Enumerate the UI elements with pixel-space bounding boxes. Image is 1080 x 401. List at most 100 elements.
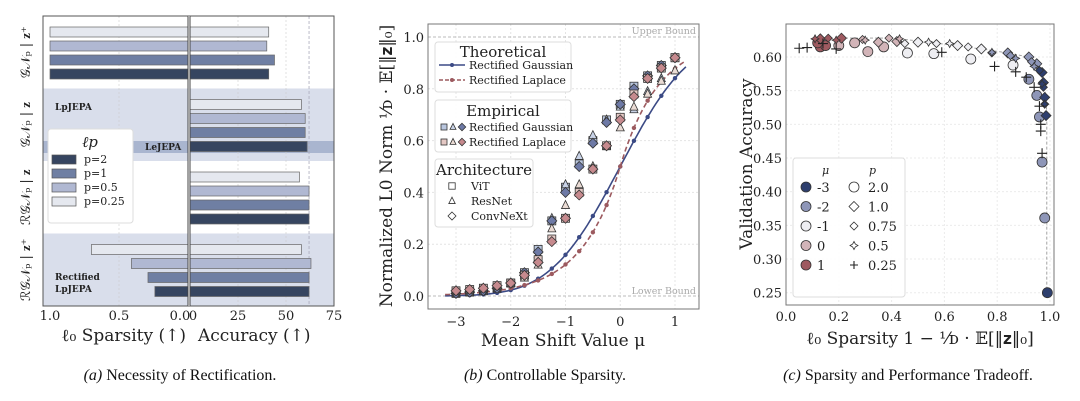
scatter-point bbox=[1010, 66, 1021, 77]
empirical-point bbox=[559, 186, 572, 198]
x-axis-label: Mean Shift Value μ bbox=[481, 331, 645, 351]
legend-label-p: 0.5 bbox=[868, 240, 889, 255]
y-tick-label: 0.55 bbox=[753, 85, 782, 100]
x-tick-label: 0.0 bbox=[170, 309, 191, 324]
annotation-lejepa: LeJEPA bbox=[145, 143, 182, 153]
y-tick-label: 0.25 bbox=[753, 287, 782, 302]
x-tick-label: −3 bbox=[446, 315, 465, 330]
theoretical-point bbox=[590, 213, 596, 219]
empirical-point bbox=[670, 64, 680, 75]
scatter-point bbox=[1034, 101, 1045, 112]
scatter-point bbox=[872, 36, 884, 48]
legend-title: Empirical bbox=[466, 102, 540, 120]
lower-bound-label: Lower Bound bbox=[632, 286, 696, 297]
legend-box bbox=[434, 41, 572, 93]
x-tick-label: 0.6 bbox=[934, 310, 955, 325]
scatter-point bbox=[794, 43, 805, 54]
x-tick-label: 1 bbox=[671, 315, 679, 330]
empirical-point bbox=[655, 62, 667, 74]
scatter-point bbox=[952, 39, 964, 52]
legend-swatch bbox=[51, 182, 77, 193]
group-label: ℛ𝒢𝒩ₚ | 𝐳⁺ bbox=[19, 239, 34, 301]
theoretical-point bbox=[535, 278, 541, 283]
empirical-point bbox=[464, 283, 476, 296]
x-tick-label: 0 bbox=[189, 309, 197, 324]
empirical-point bbox=[588, 129, 598, 140]
empirical-point bbox=[518, 269, 531, 281]
legend-swatch bbox=[51, 168, 77, 179]
legend-label: Rectified Gaussian bbox=[469, 121, 573, 134]
theoretical-point bbox=[631, 125, 637, 131]
scatter-point bbox=[1031, 89, 1043, 101]
empirical-point bbox=[532, 256, 544, 268]
scatter-point bbox=[1029, 61, 1040, 72]
x-tick-label: 0.2 bbox=[828, 310, 849, 325]
theoretical-point bbox=[645, 98, 650, 103]
empirical-point bbox=[669, 52, 681, 64]
scatter-point bbox=[1010, 53, 1021, 64]
theoretical-point bbox=[522, 282, 527, 288]
accuracy-bar bbox=[189, 54, 275, 66]
scatter-point bbox=[1021, 72, 1032, 83]
y-tick-label: 0.30 bbox=[753, 253, 782, 268]
sparsity-bar bbox=[49, 54, 189, 66]
group-label: ℛ𝒢𝒩ₚ | 𝐳 bbox=[19, 169, 34, 225]
theoretical-point bbox=[604, 202, 609, 208]
legend-marker bbox=[448, 182, 456, 190]
legend-marker-p bbox=[848, 181, 860, 193]
y-tick-label: 1.0 bbox=[403, 31, 424, 46]
x-tick-label: 0.0 bbox=[776, 310, 797, 325]
scatter-point bbox=[860, 35, 871, 46]
legend-swatch bbox=[51, 196, 77, 207]
plot-frame bbox=[427, 23, 700, 310]
scatter-point bbox=[936, 47, 947, 58]
legend-marker bbox=[448, 196, 456, 204]
scatter-point bbox=[928, 48, 940, 60]
y-tick-label: 0.45 bbox=[753, 152, 782, 167]
accuracy-bar bbox=[189, 171, 300, 183]
scatter-point bbox=[1023, 73, 1035, 85]
legend-marker-p bbox=[850, 261, 858, 269]
legend-label: ConvNeXt bbox=[471, 210, 528, 223]
sparsity-bar bbox=[91, 244, 189, 255]
legend-box bbox=[792, 157, 906, 298]
empirical-point bbox=[559, 212, 572, 224]
empirical-point bbox=[614, 114, 626, 126]
legend-label: Rectified Laplace bbox=[469, 136, 566, 149]
scatter-point bbox=[1041, 287, 1053, 299]
caption-a: (a) Necessity of Rectification. bbox=[84, 367, 277, 384]
theoretical-point bbox=[549, 271, 555, 277]
legend-marker bbox=[440, 138, 448, 146]
scatter-point bbox=[849, 37, 861, 49]
scatter-point bbox=[1037, 148, 1048, 159]
pareto-frontier-line bbox=[814, 37, 1048, 293]
empirical-point bbox=[642, 88, 653, 98]
legend-label-mu: -2 bbox=[817, 201, 830, 216]
accuracy-bar bbox=[189, 26, 270, 38]
legend-title: Theoretical bbox=[460, 43, 547, 61]
scatter-point bbox=[894, 33, 905, 44]
legend-label: Rectified Gaussian bbox=[469, 59, 573, 72]
legend-label: ResNet bbox=[471, 195, 513, 208]
scatter-point bbox=[931, 38, 942, 49]
legend-label-mu: -1 bbox=[817, 220, 830, 235]
empirical-point bbox=[505, 277, 517, 289]
panel-a-necessity-of-rectification: 𝒢𝒩ₚ | 𝐳⁺ 𝒢𝒩ₚ | 𝐳 ℛ𝒢𝒩ₚ | 𝐳 ℛ𝒢𝒩ₚ | 𝐳⁺ LpJEPA Le… bbox=[19, 15, 342, 384]
legend-label-mu: -3 bbox=[817, 181, 830, 196]
x-tick-label: 1.0 bbox=[1040, 310, 1061, 325]
empirical-point bbox=[587, 137, 599, 149]
theoretical-point bbox=[618, 164, 623, 169]
empirical-point bbox=[600, 116, 613, 129]
scatter-point bbox=[900, 38, 910, 49]
legend-swatch bbox=[51, 154, 77, 165]
caption-text: Controllable Sparsity. bbox=[483, 367, 626, 384]
x-tick-label: −1 bbox=[556, 315, 575, 330]
accuracy-bar bbox=[189, 199, 310, 211]
caption-text: Sparsity and Performance Tradeoff. bbox=[801, 367, 1033, 384]
theoretical-point bbox=[549, 266, 555, 271]
legend-box bbox=[434, 158, 534, 228]
y-axis-label: Normalized L0 Norm ¹⁄ᴅ · 𝔼[‖𝐳‖₀] bbox=[377, 25, 397, 307]
legend-marker-mu bbox=[800, 240, 812, 251]
legend-label-mu: 0 bbox=[817, 240, 825, 255]
